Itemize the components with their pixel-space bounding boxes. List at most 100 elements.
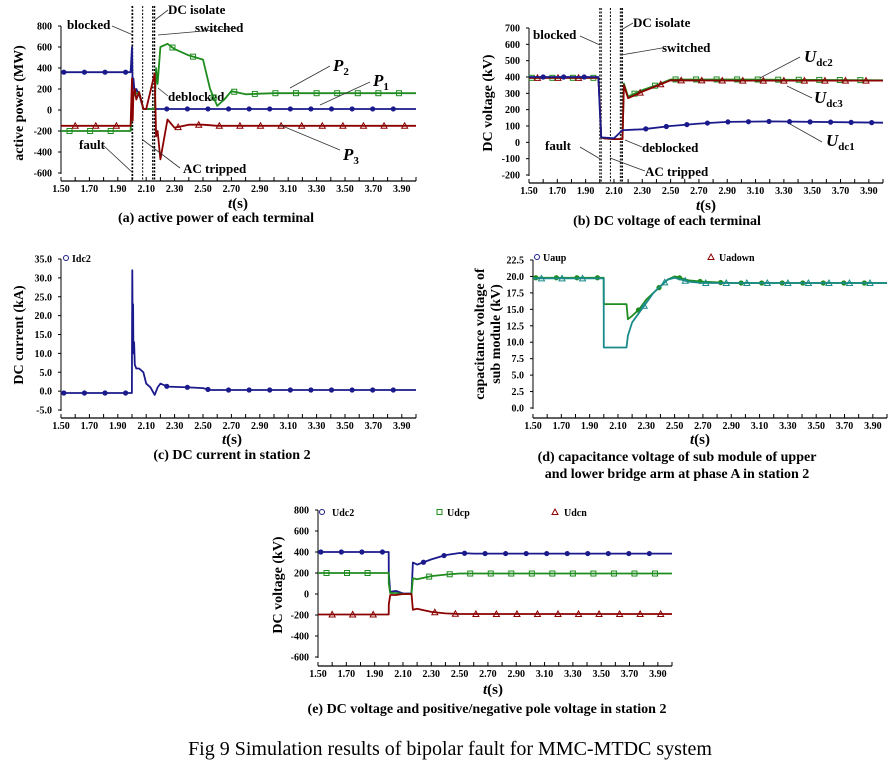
- caption-d-line2: and lower bridge arm at phase A in stati…: [545, 467, 810, 482]
- x-tick-label-c: 3.30: [308, 421, 326, 432]
- annotation-leader-line: [157, 27, 239, 36]
- series-marker-a-p3: [297, 121, 306, 129]
- y-tick-label-e: 200: [294, 569, 309, 580]
- series-marker-e-udcp: [467, 570, 474, 577]
- chart-d-plot: 22.5 20.0 17.5 15.0 12.5 10.0 7.5 5.0 2.5 0.0 1.50…: [507, 256, 888, 432]
- x-axis-label-a: t(s): [228, 196, 248, 212]
- legend-label-uadown: Uadown: [719, 253, 755, 264]
- y-tick-label-e: -600: [291, 653, 309, 664]
- series-marker-e-udc2: [646, 550, 652, 557]
- series-marker-e-udc2: [379, 549, 386, 555]
- series-marker-e-udcp: [631, 570, 638, 577]
- x-tick-label-b: 2.50: [662, 186, 680, 197]
- y-tick-label-d: 10.0: [507, 338, 525, 349]
- series-marker-d-uadown: [578, 274, 587, 282]
- annotation-ac-tripped-b: AC tripped: [645, 164, 709, 179]
- caption-c: (c) DC current in station 2: [153, 448, 310, 463]
- series-marker-b-udc1: [581, 74, 587, 80]
- annotation-fault-a: fault: [79, 137, 106, 152]
- series-marker-b-udc3: [677, 76, 686, 84]
- y-tick-label-a: 800: [37, 22, 52, 33]
- chart-panel-b: DC voltage (kV) t(s) (b) DC voltage of e…: [481, 15, 855, 229]
- series-marker-b-udc3: [656, 80, 665, 88]
- chart-panel-d: capacitance voltage of sub module (kV) t…: [473, 252, 816, 482]
- series-line-d-uadown: [533, 276, 887, 349]
- series-marker-b-udc1: [745, 119, 752, 125]
- x-tick-label-b: 3.90: [860, 186, 878, 197]
- y-tick-label-a: 400: [37, 64, 52, 75]
- series-marker-a-p1: [349, 106, 355, 112]
- series-marker-b-udc1: [725, 119, 731, 125]
- series-marker-b-udc1: [828, 119, 834, 125]
- x-tick-label-a: 1.70: [81, 184, 99, 195]
- x-tick-label-d: 2.90: [722, 421, 740, 432]
- x-tick-label-a: 1.90: [109, 184, 127, 195]
- y-axis-label-b: DC voltage (kV): [481, 54, 496, 152]
- series-marker-b-udc1: [848, 119, 854, 125]
- series-marker-a-p2: [334, 90, 341, 97]
- y-tick-label-d: 7.5: [512, 354, 525, 365]
- y-tick-label-d: 17.5: [507, 288, 525, 299]
- series-marker-d-uadown: [701, 278, 710, 287]
- series-marker-e-udc2: [441, 552, 447, 559]
- y-tick-label-b: -200: [502, 171, 520, 182]
- series-label-udc2: Udc2: [804, 47, 833, 69]
- annotation-leader-line: [154, 9, 169, 21]
- y-tick-label-c: -5.0: [36, 406, 52, 417]
- series-marker-d-uadown: [640, 301, 648, 309]
- series-marker-c-idc2: [287, 387, 293, 393]
- series-marker-b-udc3: [636, 88, 644, 96]
- series-marker-a-p3: [318, 121, 327, 129]
- annotation-deblocked-b: deblocked: [642, 140, 699, 155]
- y-axis-label-a: active power (MW): [12, 45, 27, 161]
- y-tick-label-b: 600: [505, 40, 520, 51]
- series-marker-b-udc3: [821, 76, 829, 84]
- series-marker-d-uadown: [660, 278, 669, 286]
- series-marker-d-uadown: [763, 278, 772, 287]
- annotation-leader-line: [579, 35, 601, 46]
- y-tick-label-e: 400: [294, 548, 309, 559]
- y-tick-label-d: 5.0: [512, 371, 525, 382]
- series-marker-e-udcn: [533, 609, 542, 617]
- series-marker-a-p1: [246, 106, 252, 112]
- series-marker-b-udc2: [713, 76, 720, 83]
- x-tick-label-a: 3.30: [308, 184, 326, 195]
- y-tick-label-e: -400: [291, 632, 309, 643]
- series-marker-b-udc1: [684, 121, 690, 128]
- annotation-leader-line: [111, 25, 134, 36]
- x-tick-label-c: 1.90: [109, 421, 127, 432]
- x-tick-label-b: 2.70: [690, 186, 708, 197]
- y-tick-label-a: 200: [37, 85, 52, 96]
- annotation-leader-line: [142, 139, 181, 169]
- series-marker-b-udc2: [775, 76, 782, 83]
- series-marker-a-p1: [328, 106, 335, 112]
- series-marker-a-p1: [390, 106, 396, 112]
- y-tick-label-c: 35.0: [35, 255, 53, 266]
- series-marker-e-udcn: [615, 609, 624, 617]
- y-tick-label-e: 600: [294, 527, 309, 538]
- x-tick-label-d: 3.70: [836, 421, 854, 432]
- x-tick-label-b: 1.70: [549, 186, 567, 197]
- series-marker-a-p3: [215, 121, 224, 129]
- y-tick-label-a: -200: [34, 127, 52, 138]
- annotation-dc-isolate-b: DC isolate: [633, 15, 691, 30]
- series-marker-e-udc2: [359, 549, 365, 555]
- y-tick-label-b: 300: [505, 89, 520, 100]
- series-marker-e-udcp: [569, 570, 576, 577]
- y-tick-label-d: 22.5: [507, 256, 525, 267]
- x-tick-label-c: 3.90: [393, 421, 411, 432]
- annotation-switched-a: switched: [195, 20, 244, 35]
- y-tick-label-b: 0: [515, 138, 520, 149]
- series-marker-e-udc2: [461, 550, 468, 556]
- series-marker-a-p3: [380, 121, 388, 129]
- legend-marker-uadown: [707, 252, 715, 260]
- series-label-udc1: Udc1: [826, 131, 855, 153]
- x-tick-label-c: 1.70: [81, 421, 99, 432]
- x-tick-label-e: 2.30: [423, 669, 441, 680]
- series-marker-b-udc1: [807, 119, 813, 125]
- series-marker-a-p3: [277, 121, 285, 129]
- series-marker-a-p2: [375, 90, 382, 97]
- x-tick-label-a: 3.70: [365, 184, 383, 195]
